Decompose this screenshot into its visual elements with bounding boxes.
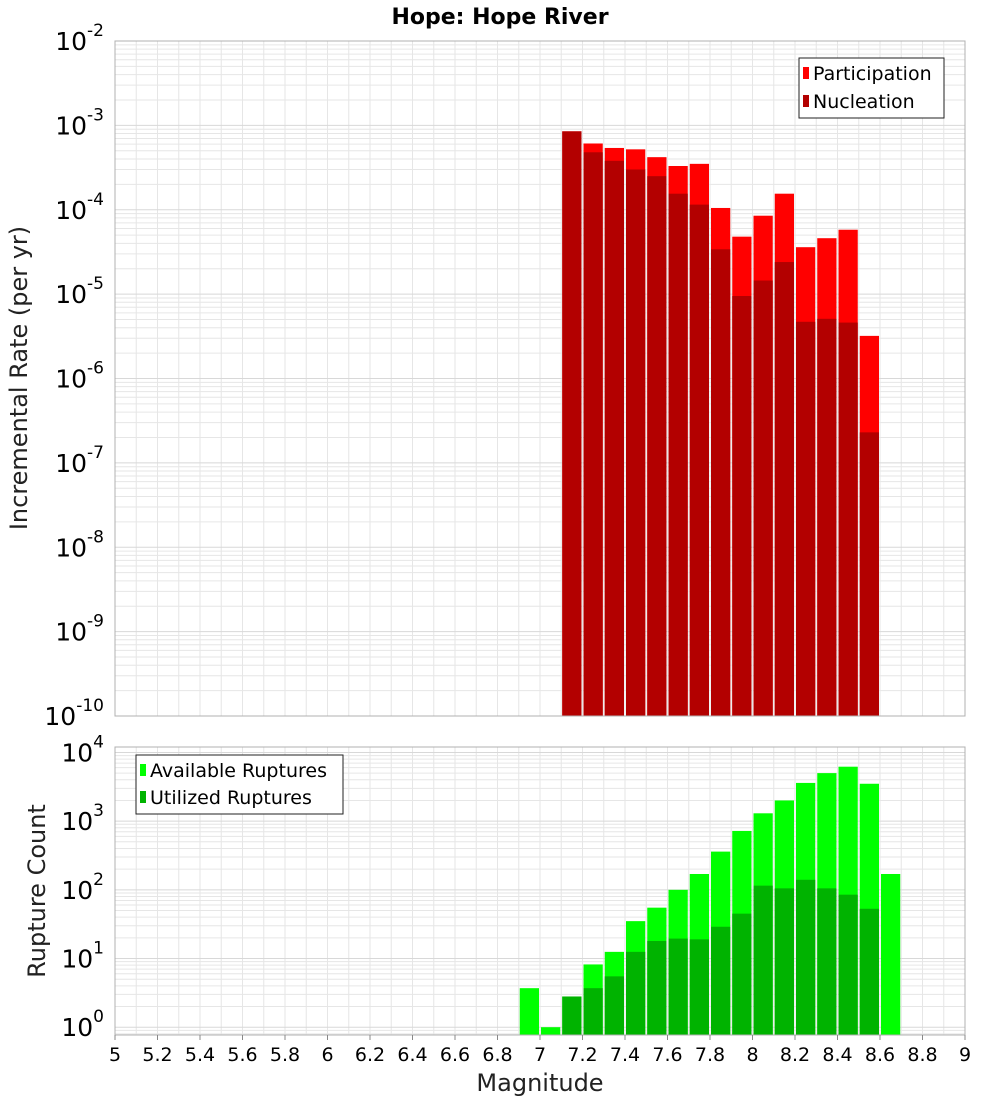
top-y-tick-label: 10-8 bbox=[55, 527, 104, 562]
count-bar-a bbox=[519, 988, 539, 1035]
top-panel: 10-10 10-9 10-8 10-7 10-6 10-5 10-4 10-3 10-2 In… bbox=[5, 21, 966, 731]
x-tick-label: 6.8 bbox=[482, 1044, 512, 1066]
count-bar-b bbox=[689, 939, 709, 1035]
count-bar-b bbox=[774, 888, 794, 1035]
count-bar-b bbox=[711, 926, 731, 1035]
count-bar-b bbox=[796, 879, 816, 1035]
x-tick-label: 8 bbox=[746, 1044, 758, 1066]
x-tick-label: 6.2 bbox=[355, 1044, 385, 1066]
top-y-tick-label: 10-6 bbox=[55, 359, 104, 394]
bottom-bars bbox=[519, 766, 901, 1035]
top-bars bbox=[562, 131, 879, 717]
rate-bar-b bbox=[562, 131, 582, 717]
rate-bar-b bbox=[796, 321, 816, 716]
bottom-y-tick-label: 102 bbox=[61, 870, 104, 905]
rate-bar-b bbox=[732, 296, 752, 716]
x-tick-label: 9 bbox=[959, 1044, 971, 1066]
x-tick-label: 5.6 bbox=[227, 1044, 257, 1066]
x-tick-label: 5.8 bbox=[270, 1044, 300, 1066]
rate-bar-b bbox=[583, 152, 603, 716]
rate-bar-b bbox=[647, 176, 667, 716]
legend-label-nucleation: Nucleation bbox=[813, 91, 915, 113]
bottom-y-tick-label: 103 bbox=[61, 801, 104, 836]
top-grid bbox=[114, 40, 966, 717]
bottom-legend: Available Ruptures Utilized Ruptures bbox=[135, 754, 344, 815]
count-bar-b bbox=[583, 988, 603, 1035]
x-tick-label: 5 bbox=[109, 1044, 121, 1066]
rate-bar-b bbox=[604, 160, 624, 717]
legend-swatch-utilized bbox=[140, 791, 146, 803]
legend-swatch-nucleation bbox=[803, 95, 809, 107]
bottom-panel: 100 101 102 103 104 5 5.2 5.4 5.6 5.8 6 6.2 6.4 6.6 6… bbox=[23, 732, 971, 1097]
legend-label-available: Available Ruptures bbox=[150, 760, 327, 782]
x-tick-label: 8.4 bbox=[822, 1044, 852, 1066]
x-tick-label: 6 bbox=[321, 1044, 333, 1066]
legend-swatch-participation bbox=[803, 67, 809, 79]
top-y-tick-label: 10-9 bbox=[55, 612, 104, 647]
bottom-y-ticks: 100 101 102 103 104 bbox=[61, 732, 104, 1042]
x-axis-label: Magnitude bbox=[476, 1069, 603, 1097]
bottom-y-tick-label: 104 bbox=[61, 732, 104, 767]
top-y-tick-label: 10-7 bbox=[55, 443, 104, 478]
count-bar-b bbox=[817, 888, 837, 1035]
x-ticks: 5 5.2 5.4 5.6 5.8 6 6.2 6.4 6.6 6.8 7 7.2 7.4 7.6 7.8 8… bbox=[109, 1035, 971, 1066]
x-tick-label: 8.2 bbox=[780, 1044, 810, 1066]
x-tick-label: 8.6 bbox=[865, 1044, 895, 1066]
count-bar-b bbox=[668, 938, 688, 1035]
bottom-y-tick-label: 100 bbox=[61, 1007, 104, 1042]
x-tick-label: 7.6 bbox=[652, 1044, 682, 1066]
rate-bar-b bbox=[774, 262, 794, 716]
chart-title: Hope: Hope River bbox=[391, 5, 608, 30]
x-tick-label: 7.2 bbox=[567, 1044, 597, 1066]
legend-swatch-available bbox=[140, 764, 146, 776]
legend-box bbox=[135, 754, 344, 815]
top-plot-frame bbox=[114, 40, 966, 717]
count-bar-b bbox=[838, 894, 858, 1035]
top-y-ticks: 10-10 10-9 10-8 10-7 10-6 10-5 10-4 10-3 10-2 bbox=[44, 21, 104, 731]
top-y-axis-label: Incremental Rate (per yr) bbox=[5, 226, 33, 530]
rate-bar-b bbox=[689, 204, 709, 717]
legend-label-participation: Participation bbox=[813, 63, 932, 85]
count-bar-b bbox=[753, 885, 773, 1035]
x-tick-label: 7.8 bbox=[695, 1044, 725, 1066]
rate-bar-b bbox=[711, 249, 731, 716]
x-tick-label: 8.8 bbox=[907, 1044, 937, 1066]
top-y-tick-label: 10-5 bbox=[55, 274, 104, 309]
x-tick-label: 7.4 bbox=[610, 1044, 640, 1066]
legend-box bbox=[798, 57, 945, 119]
x-tick-label: 5.4 bbox=[185, 1044, 215, 1066]
count-bar-b bbox=[626, 951, 646, 1035]
count-bar-b bbox=[647, 940, 667, 1035]
top-legend: Participation Nucleation bbox=[798, 57, 945, 119]
top-y-tick-label: 10-4 bbox=[55, 190, 104, 225]
x-tick-label: 6.4 bbox=[397, 1044, 427, 1066]
rate-bar-b bbox=[859, 432, 879, 716]
legend-label-utilized: Utilized Ruptures bbox=[150, 787, 312, 809]
count-bar-a bbox=[541, 1027, 561, 1035]
count-bar-b bbox=[604, 976, 624, 1035]
x-tick-label: 6.6 bbox=[440, 1044, 470, 1066]
bottom-y-axis-label: Rupture Count bbox=[23, 804, 51, 978]
rate-bar-b bbox=[668, 193, 688, 716]
top-y-tick-label: 10-10 bbox=[44, 696, 104, 731]
count-bar-b bbox=[562, 996, 582, 1035]
count-bar-a bbox=[881, 873, 901, 1035]
count-bar-b bbox=[859, 908, 879, 1035]
bottom-y-tick-label: 101 bbox=[61, 939, 104, 974]
x-tick-label: 5.2 bbox=[142, 1044, 172, 1066]
x-tick-label: 7 bbox=[534, 1044, 546, 1066]
count-bar-b bbox=[732, 913, 752, 1035]
rate-bar-b bbox=[838, 322, 858, 716]
top-y-tick-label: 10-3 bbox=[55, 105, 104, 140]
top-y-tick-label: 10-2 bbox=[55, 21, 104, 56]
rate-bar-b bbox=[753, 280, 773, 716]
rate-bar-b bbox=[626, 169, 646, 716]
rate-bar-b bbox=[817, 318, 837, 716]
